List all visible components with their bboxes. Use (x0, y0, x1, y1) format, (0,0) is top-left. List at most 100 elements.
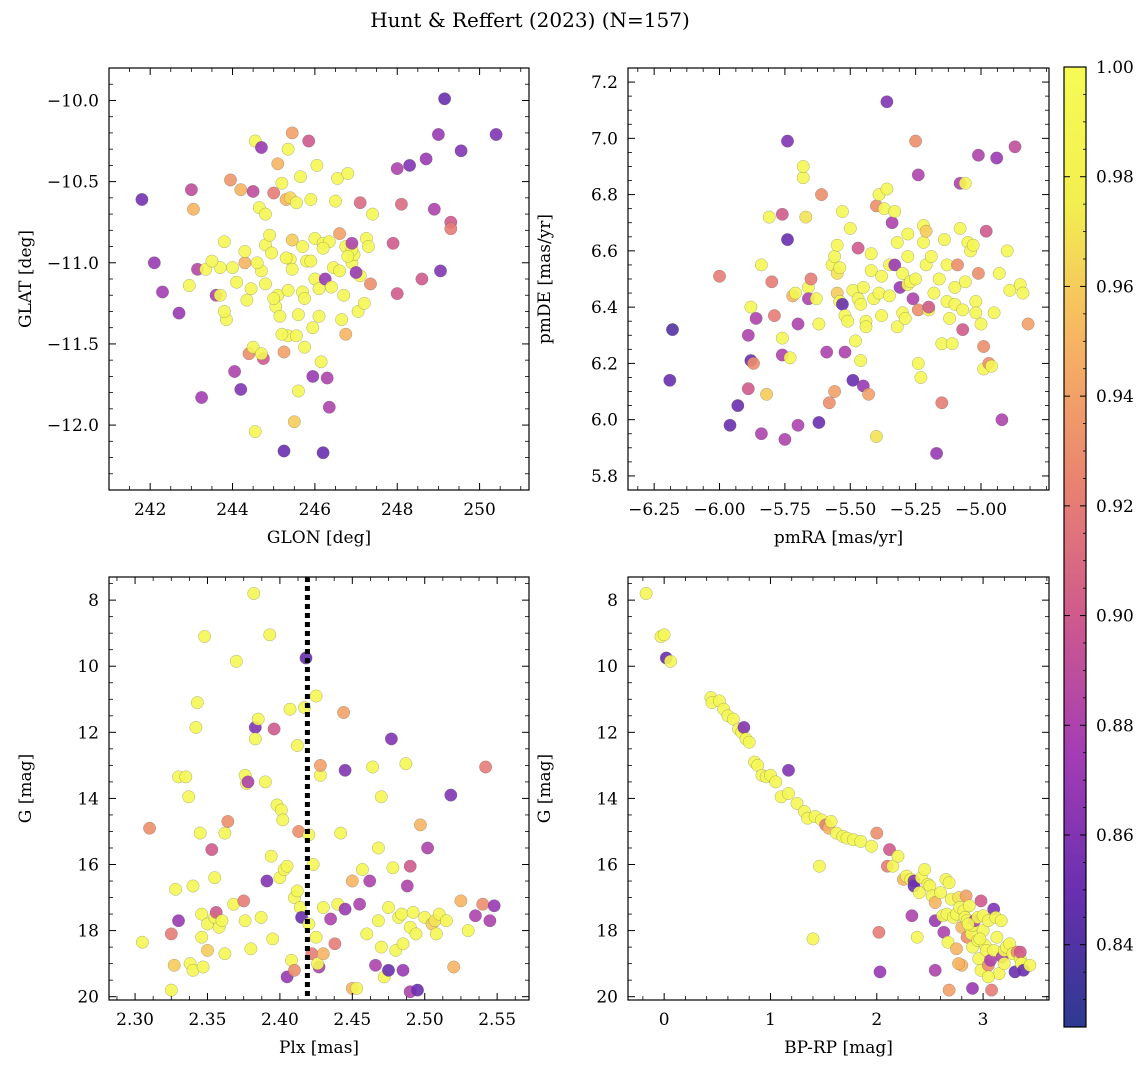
data-point (971, 148, 985, 162)
data-point (919, 224, 933, 238)
data-point (444, 788, 458, 802)
data-point (737, 720, 751, 734)
y-axis-label: G [mag] (16, 754, 36, 823)
data-point (888, 205, 902, 218)
data-point (990, 151, 1004, 165)
data-point (357, 296, 371, 310)
data-point (930, 446, 944, 460)
data-point (403, 158, 417, 172)
data-point (935, 396, 949, 410)
data-point (1016, 286, 1030, 300)
data-point (843, 221, 857, 235)
data-point (934, 886, 948, 900)
data-point (890, 320, 904, 334)
data-point (195, 930, 209, 944)
data-point (918, 863, 932, 876)
data-point (1003, 283, 1017, 297)
data-point (945, 337, 959, 351)
data-point (434, 264, 447, 278)
data-point (313, 758, 327, 772)
data-point (290, 884, 304, 898)
data-point (363, 874, 377, 888)
data-point (294, 170, 307, 184)
data-point (329, 194, 342, 208)
data-point (870, 826, 884, 840)
data-point (762, 210, 776, 224)
data-point (912, 886, 926, 900)
data-point (218, 826, 232, 840)
data-point (851, 241, 865, 255)
x-tick-label: 248 (381, 500, 413, 520)
axes-frame (108, 576, 530, 1001)
data-point (244, 282, 258, 296)
data-point (226, 261, 239, 275)
data-point (969, 306, 983, 320)
x-tick-label: 2.30 (116, 1010, 154, 1030)
data-point (147, 256, 161, 270)
y-tick-label: −12.0 (47, 416, 99, 436)
data-point (263, 228, 277, 242)
data-point (285, 126, 299, 140)
data-point (806, 932, 820, 946)
data-point (987, 306, 1001, 320)
data-point (812, 317, 826, 331)
y-tick-label: 7.2 (591, 73, 618, 93)
data-point (196, 960, 210, 974)
data-point (835, 297, 849, 311)
data-point (891, 849, 905, 863)
y-axis-label: GLAT [deg] (16, 230, 36, 328)
x-tick-label: 2.40 (261, 1010, 299, 1030)
data-point (333, 227, 347, 241)
data-point (331, 171, 344, 185)
data-point (767, 309, 781, 323)
y-tick-label: 14 (77, 789, 99, 809)
y-tick-label: 14 (596, 789, 618, 809)
data-point (731, 399, 745, 413)
data-point (914, 371, 928, 384)
data-point (854, 834, 868, 848)
data-point (1008, 140, 1022, 154)
data-point (217, 235, 231, 249)
data-point (172, 914, 185, 928)
data-point (911, 356, 925, 370)
data-point (979, 224, 993, 238)
data-point (781, 134, 794, 148)
x-tick-label: −6.25 (628, 500, 680, 520)
data-point (316, 947, 330, 961)
panel-glon-glat: 242 244 246 248 250 −12.0 −11.5 −11.0 −10.5 −10.0… (16, 67, 530, 548)
data-point (395, 907, 409, 921)
data-point (896, 266, 910, 280)
data-point (172, 306, 186, 320)
data-point (639, 587, 653, 600)
data-point (240, 293, 254, 307)
y-tick-label: 18 (77, 922, 99, 942)
data-point (260, 874, 274, 888)
y-tick-label: 16 (77, 856, 99, 876)
data-point (948, 280, 962, 294)
data-point (865, 839, 878, 853)
data-point (742, 735, 756, 749)
data-point (856, 280, 870, 294)
data-point (927, 286, 941, 300)
data-point (254, 347, 268, 361)
data-point (248, 732, 262, 746)
scatter-points (135, 92, 503, 460)
data-point (267, 186, 281, 200)
data-point (953, 221, 967, 235)
data-point (339, 327, 353, 341)
data-point (306, 858, 320, 871)
data-point (864, 264, 878, 278)
data-point (386, 861, 400, 875)
data-point (289, 196, 303, 210)
data-point (928, 963, 942, 977)
data-point (799, 210, 813, 224)
data-point (390, 287, 404, 301)
scatter-points (639, 587, 1037, 997)
data-point (361, 240, 375, 253)
data-point (419, 152, 433, 166)
data-point (489, 128, 503, 141)
data-point (394, 197, 408, 211)
y-tick-label: 7.0 (591, 129, 618, 149)
